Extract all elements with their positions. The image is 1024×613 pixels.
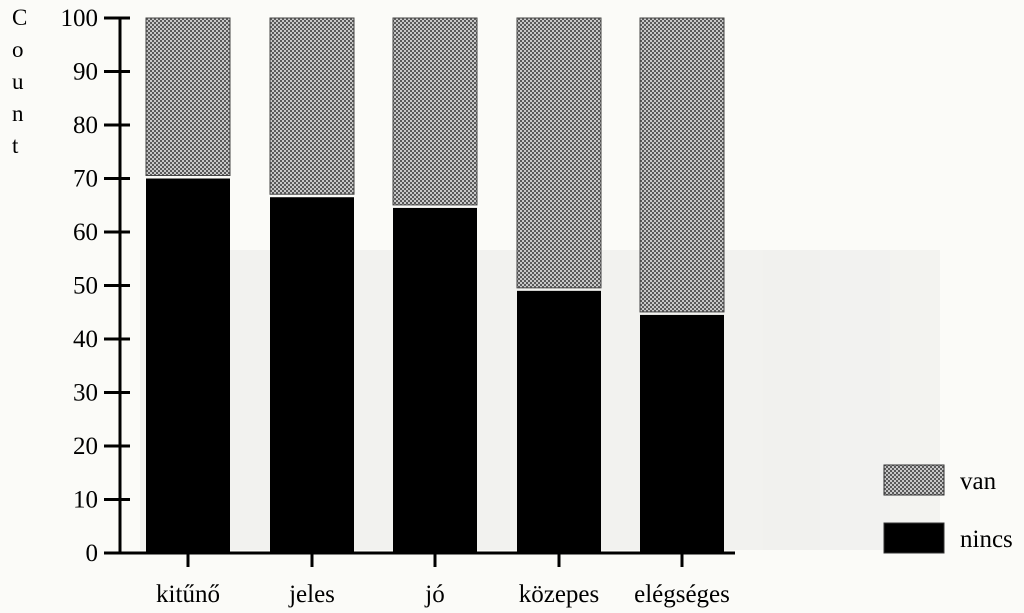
y-tick-label: 30 — [73, 380, 98, 407]
y-tick-label: 20 — [73, 433, 98, 460]
y-tick-label: 80 — [73, 112, 98, 139]
bars — [145, 17, 725, 554]
x-category-label: jeles — [288, 581, 335, 608]
bar-segment-nincs — [517, 290, 601, 553]
y-tick-label: 100 — [61, 5, 99, 32]
legend-label-van: van — [960, 468, 997, 495]
y-axis-label-char: o — [12, 37, 24, 62]
bar-segment-van — [392, 17, 478, 206]
legend-swatch-nincs — [883, 522, 945, 554]
bar-segment-van — [516, 17, 602, 289]
x-category-label: elégséges — [634, 581, 730, 608]
y-tick-label: 90 — [73, 59, 98, 86]
x-category-label: jó — [424, 581, 444, 608]
bar-segment-nincs — [270, 197, 354, 553]
y-axis-label-char: C — [12, 5, 27, 30]
y-tick-label: 50 — [73, 273, 98, 300]
bar-segment-nincs — [640, 314, 724, 553]
y-axis-label-char: t — [12, 133, 19, 158]
bar-segment-van — [639, 17, 725, 313]
y-tick-label: 70 — [73, 166, 98, 193]
y-axis: 0 10 20 30 40 50 60 70 80 90 100 — [61, 5, 130, 567]
y-axis-label-char: u — [12, 69, 24, 94]
bar-segment-nincs — [393, 207, 477, 554]
x-category-label: közepes — [519, 581, 600, 608]
y-tick-label: 60 — [73, 219, 98, 246]
bar-segment-van — [269, 17, 355, 195]
x-axis: kitűnő jeles jó közepes elégséges — [120, 551, 735, 608]
bar-segment-nincs — [146, 178, 230, 553]
legend-swatch-van — [883, 464, 945, 496]
x-category-label: kitűnő — [156, 581, 220, 608]
legend: van nincs — [883, 464, 1013, 554]
bar-segment-van — [145, 17, 231, 176]
y-tick-label: 0 — [86, 540, 99, 567]
y-tick-label: 10 — [73, 487, 98, 514]
legend-label-nincs: nincs — [960, 526, 1013, 553]
y-tick-label: 40 — [73, 326, 98, 353]
y-axis-label-char: n — [12, 101, 24, 126]
